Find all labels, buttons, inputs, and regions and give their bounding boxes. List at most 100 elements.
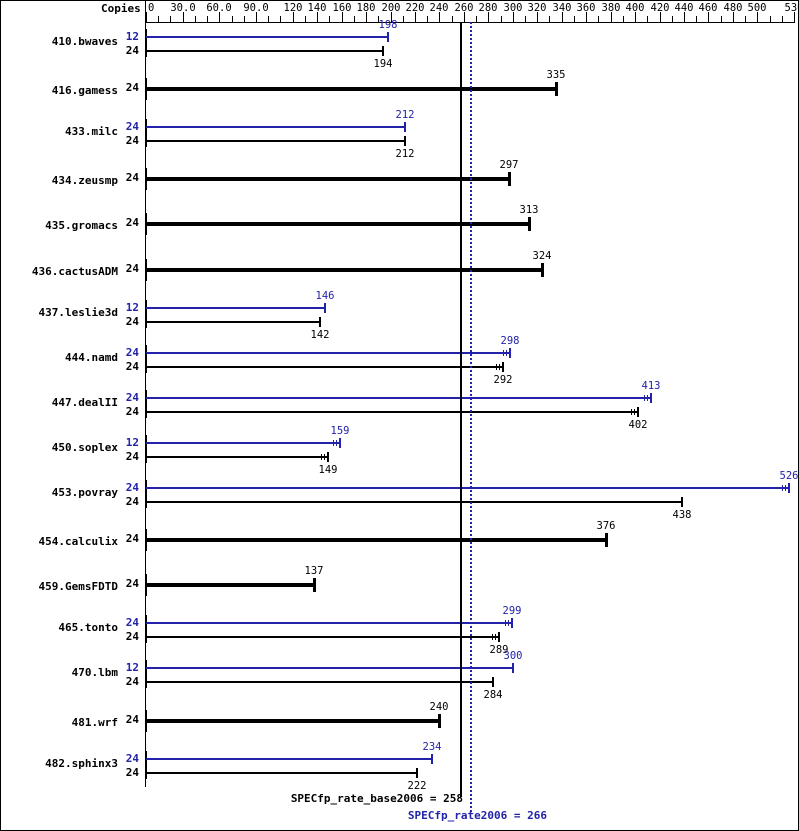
benchmark-bar-base [146, 455, 328, 458]
benchmark-name-label: 444.namd [65, 350, 118, 364]
copies-header-label: Copies [101, 2, 141, 15]
benchmark-bar-base [146, 771, 417, 774]
peak-summary-label: SPECfp_rate2006 = 266 [407, 808, 547, 822]
benchmark-name-label: 459.GemsFDTD [38, 580, 118, 594]
error-tick-base [321, 453, 322, 460]
bar-value-label-base: 402 [628, 418, 648, 431]
axis-major-tick [256, 12, 257, 22]
axis-tick-label: 160 [332, 2, 352, 14]
axis-major-tick [708, 12, 709, 22]
bar-value-label-base: 335 [546, 69, 566, 82]
benchmark-row: 454.calculix 376 24 [1, 520, 798, 566]
bar-end-cap-combined [541, 262, 544, 277]
benchmark-bar-combined [146, 538, 606, 543]
axis-major-tick [488, 12, 489, 22]
error-tick-base [324, 453, 325, 460]
bar-end-cap-peak [339, 437, 341, 448]
row-origin-tick [146, 660, 147, 689]
axis-tick-label: 320 [527, 2, 547, 14]
axis-major-tick [733, 12, 734, 22]
row-origin-tick [146, 615, 147, 644]
benchmark-bar-combined [146, 222, 529, 227]
benchmark-row: 436.cactusADM 324 24 [1, 249, 798, 296]
benchmark-name-label: 434.zeusmp [51, 174, 118, 188]
copies-value-base: 24 [125, 675, 139, 689]
axis-major-tick [366, 12, 367, 22]
axis-major-tick [415, 12, 416, 22]
bar-value-label-base: 297 [499, 159, 519, 172]
row-origin-tick [146, 29, 147, 57]
error-tick-base [634, 408, 635, 415]
benchmark-name-label: 453.povray [51, 486, 118, 499]
peak-reference-line [470, 22, 472, 814]
benchmark-bar-base [146, 681, 493, 684]
copies-value-peak: 12 [125, 30, 139, 43]
bar-value-label-peak: 159 [330, 424, 350, 437]
benchmark-bar-peak [146, 487, 789, 489]
bar-end-cap-peak [431, 753, 433, 764]
benchmark-row: 453.povray 526 24 438 24 [1, 470, 798, 521]
axis-minor-tick [158, 16, 159, 22]
copies-value-base: 24 [125, 261, 139, 275]
bar-end-cap-combined [438, 713, 441, 728]
benchmark-row: 410.bwaves 198 12 194 24 [1, 19, 798, 70]
axis-minor-tick [305, 16, 306, 22]
bar-end-cap-peak [788, 483, 790, 493]
benchmark-row: 450.soplex 159 12 149 24 [1, 425, 798, 476]
copies-value-base: 24 [125, 359, 139, 373]
bar-end-cap-peak [404, 122, 406, 133]
benchmark-name-label: 454.calculix [38, 535, 118, 549]
axis-tick-label: 120 [283, 2, 303, 14]
axis-tick-label: 500 [747, 2, 767, 14]
copies-value-peak: 12 [125, 435, 139, 449]
bar-end-cap-combined [555, 82, 558, 97]
bar-end-cap-base [681, 497, 683, 507]
copies-value-peak: 24 [125, 390, 139, 404]
benchmark-bar-peak [146, 622, 512, 625]
copies-value-base: 24 [125, 449, 139, 463]
axis-major-tick [586, 12, 587, 22]
axis-tick-label: 280 [478, 2, 498, 14]
axis-tick-label: 440 [674, 2, 694, 14]
benchmark-name-label: 433.milc [65, 125, 118, 139]
axis-tick-label: 260 [454, 2, 474, 14]
bar-value-label-base: 292 [493, 373, 513, 386]
bar-end-cap-base [382, 46, 384, 56]
axis-major-tick [439, 12, 440, 22]
error-tick-base [631, 408, 632, 415]
error-tick-peak [503, 349, 504, 356]
benchmark-name-label: 435.gromacs [45, 219, 118, 233]
axis-major-tick [391, 12, 392, 22]
axis-tick-label: 380 [601, 2, 621, 14]
bar-value-label-base: 289 [489, 644, 509, 657]
row-origin-tick [146, 299, 147, 328]
benchmark-bar-base [146, 140, 405, 143]
error-tick-base [496, 363, 497, 370]
bar-value-label-peak: 526 [779, 470, 799, 482]
benchmark-bar-peak [146, 757, 432, 760]
axis-minor-tick [782, 16, 783, 22]
bar-value-label-base: 284 [483, 689, 503, 702]
axis-major-tick [537, 12, 538, 22]
copies-value-peak: 24 [125, 616, 139, 630]
bar-value-label-base: 324 [532, 249, 552, 262]
bar-value-label-base: 313 [519, 204, 539, 217]
axis-minor-tick [525, 16, 526, 22]
error-tick-peak [508, 620, 509, 627]
benchmark-row: 437.leslie3d 146 12 142 24 [1, 290, 798, 341]
axis-minor-tick [647, 16, 648, 22]
benchmark-bar-base [146, 501, 682, 503]
axis-tick-label: 0 [148, 2, 155, 14]
axis-major-tick [183, 12, 184, 22]
benchmark-name-label: 481.wrf [71, 715, 118, 729]
axis-minor-tick [170, 16, 171, 22]
bar-value-label-peak: 298 [500, 334, 520, 347]
row-origin-tick [146, 389, 147, 418]
axis-major-tick [293, 12, 294, 22]
axis-minor-tick [427, 16, 428, 22]
bar-value-label-base: 222 [407, 779, 427, 792]
benchmark-row: 447.dealII 413 24 402 24 [1, 380, 798, 431]
axis-minor-tick [745, 16, 746, 22]
bar-value-label-peak: 212 [395, 109, 415, 122]
error-tick-base [492, 634, 493, 641]
